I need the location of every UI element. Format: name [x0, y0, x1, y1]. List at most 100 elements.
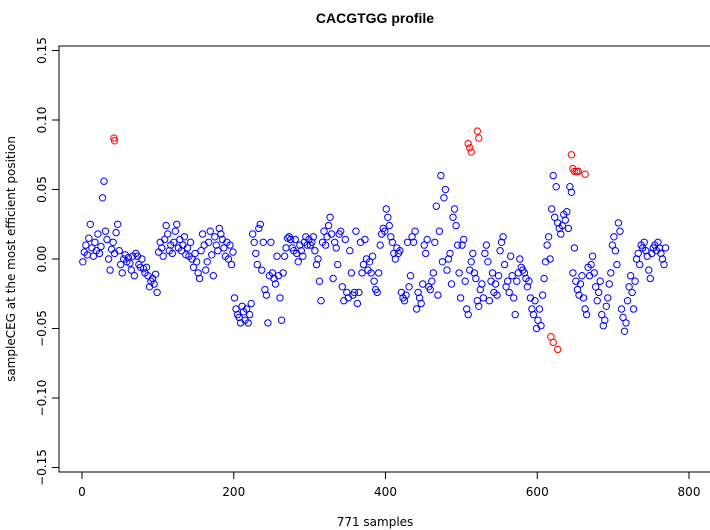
data-point [604, 294, 612, 302]
data-point [202, 266, 210, 274]
data-point [214, 247, 222, 255]
highlight-point [110, 137, 119, 145]
highlight-point [475, 134, 483, 142]
data-point [453, 241, 462, 249]
data-point [479, 294, 488, 302]
data-point [475, 302, 483, 310]
data-point [359, 260, 368, 269]
data-point [456, 294, 465, 302]
data-point [579, 294, 588, 302]
data-point [381, 227, 389, 235]
data-point [617, 305, 626, 313]
data-point [326, 213, 334, 222]
data-point [246, 310, 254, 319]
highlight-point [567, 151, 576, 159]
data-point [308, 238, 316, 247]
data-point [226, 241, 234, 249]
data-point [414, 288, 422, 297]
data-point [230, 294, 239, 302]
data-point [253, 260, 261, 269]
data-point [277, 316, 286, 324]
data-point [464, 310, 472, 319]
data-point [347, 269, 356, 277]
data-point [220, 244, 228, 252]
data-point [159, 252, 167, 260]
data-point [258, 266, 266, 274]
highlight-point [570, 167, 579, 176]
data-point [504, 277, 512, 285]
data-point [153, 288, 161, 297]
data-point [616, 227, 624, 235]
data-point [118, 269, 126, 277]
data-point [455, 269, 463, 277]
data-point [171, 227, 180, 235]
data-point [661, 244, 670, 252]
data-points [79, 127, 670, 354]
data-point [573, 285, 582, 294]
data-point [417, 299, 425, 308]
x-axis: 0 200 400 600 800 [78, 472, 700, 499]
data-point [97, 242, 105, 251]
data-point [180, 233, 189, 241]
data-point [613, 260, 621, 269]
data-point [460, 235, 468, 244]
highlight-point [554, 345, 562, 354]
data-point [391, 255, 400, 263]
data-point [420, 241, 428, 249]
data-point [601, 316, 609, 324]
data-point [126, 259, 134, 267]
plot-frame [58, 45, 710, 473]
highlight-point [466, 144, 474, 152]
data-point [587, 260, 595, 269]
data-point [626, 272, 635, 280]
data-point [513, 277, 521, 285]
data-point [341, 235, 349, 244]
data-point [429, 269, 437, 277]
data-point [191, 249, 199, 258]
data-point [291, 235, 299, 244]
data-point [242, 305, 251, 313]
data-point [86, 220, 95, 229]
data-point [353, 299, 362, 308]
data-point [543, 241, 551, 249]
data-point [89, 252, 98, 260]
highlight-point [467, 148, 475, 156]
data-point [262, 291, 271, 299]
data-point [508, 272, 516, 280]
data-point [590, 269, 598, 277]
data-point [660, 260, 668, 269]
data-point [437, 171, 445, 180]
data-point [98, 194, 107, 202]
data-point [373, 288, 381, 297]
data-point [645, 266, 653, 274]
data-point [370, 277, 378, 285]
data-point [287, 235, 295, 244]
x-tick-label: 400 [374, 485, 397, 499]
data-point [432, 202, 440, 210]
data-point [646, 274, 654, 283]
data-point [375, 269, 383, 277]
data-point [361, 235, 369, 244]
data-point [329, 274, 337, 283]
data-point [435, 227, 444, 235]
data-point [438, 258, 447, 266]
data-point [544, 233, 553, 241]
x-tick-label: 200 [222, 485, 245, 499]
highlight-point [473, 127, 481, 135]
y-tick-label: 0.00 [35, 246, 49, 273]
data-point [546, 255, 554, 263]
data-point [109, 238, 117, 247]
data-point [388, 238, 396, 247]
data-point [634, 249, 642, 258]
data-point [469, 249, 477, 258]
data-point [588, 252, 597, 260]
data-point [79, 258, 87, 266]
data-point [419, 280, 427, 288]
data-point [273, 252, 281, 260]
y-tick-label: −0.15 [35, 449, 49, 486]
data-point [327, 230, 336, 238]
data-point [170, 238, 178, 247]
data-point [252, 249, 260, 258]
highlight-point [581, 170, 589, 178]
data-point [431, 238, 439, 247]
